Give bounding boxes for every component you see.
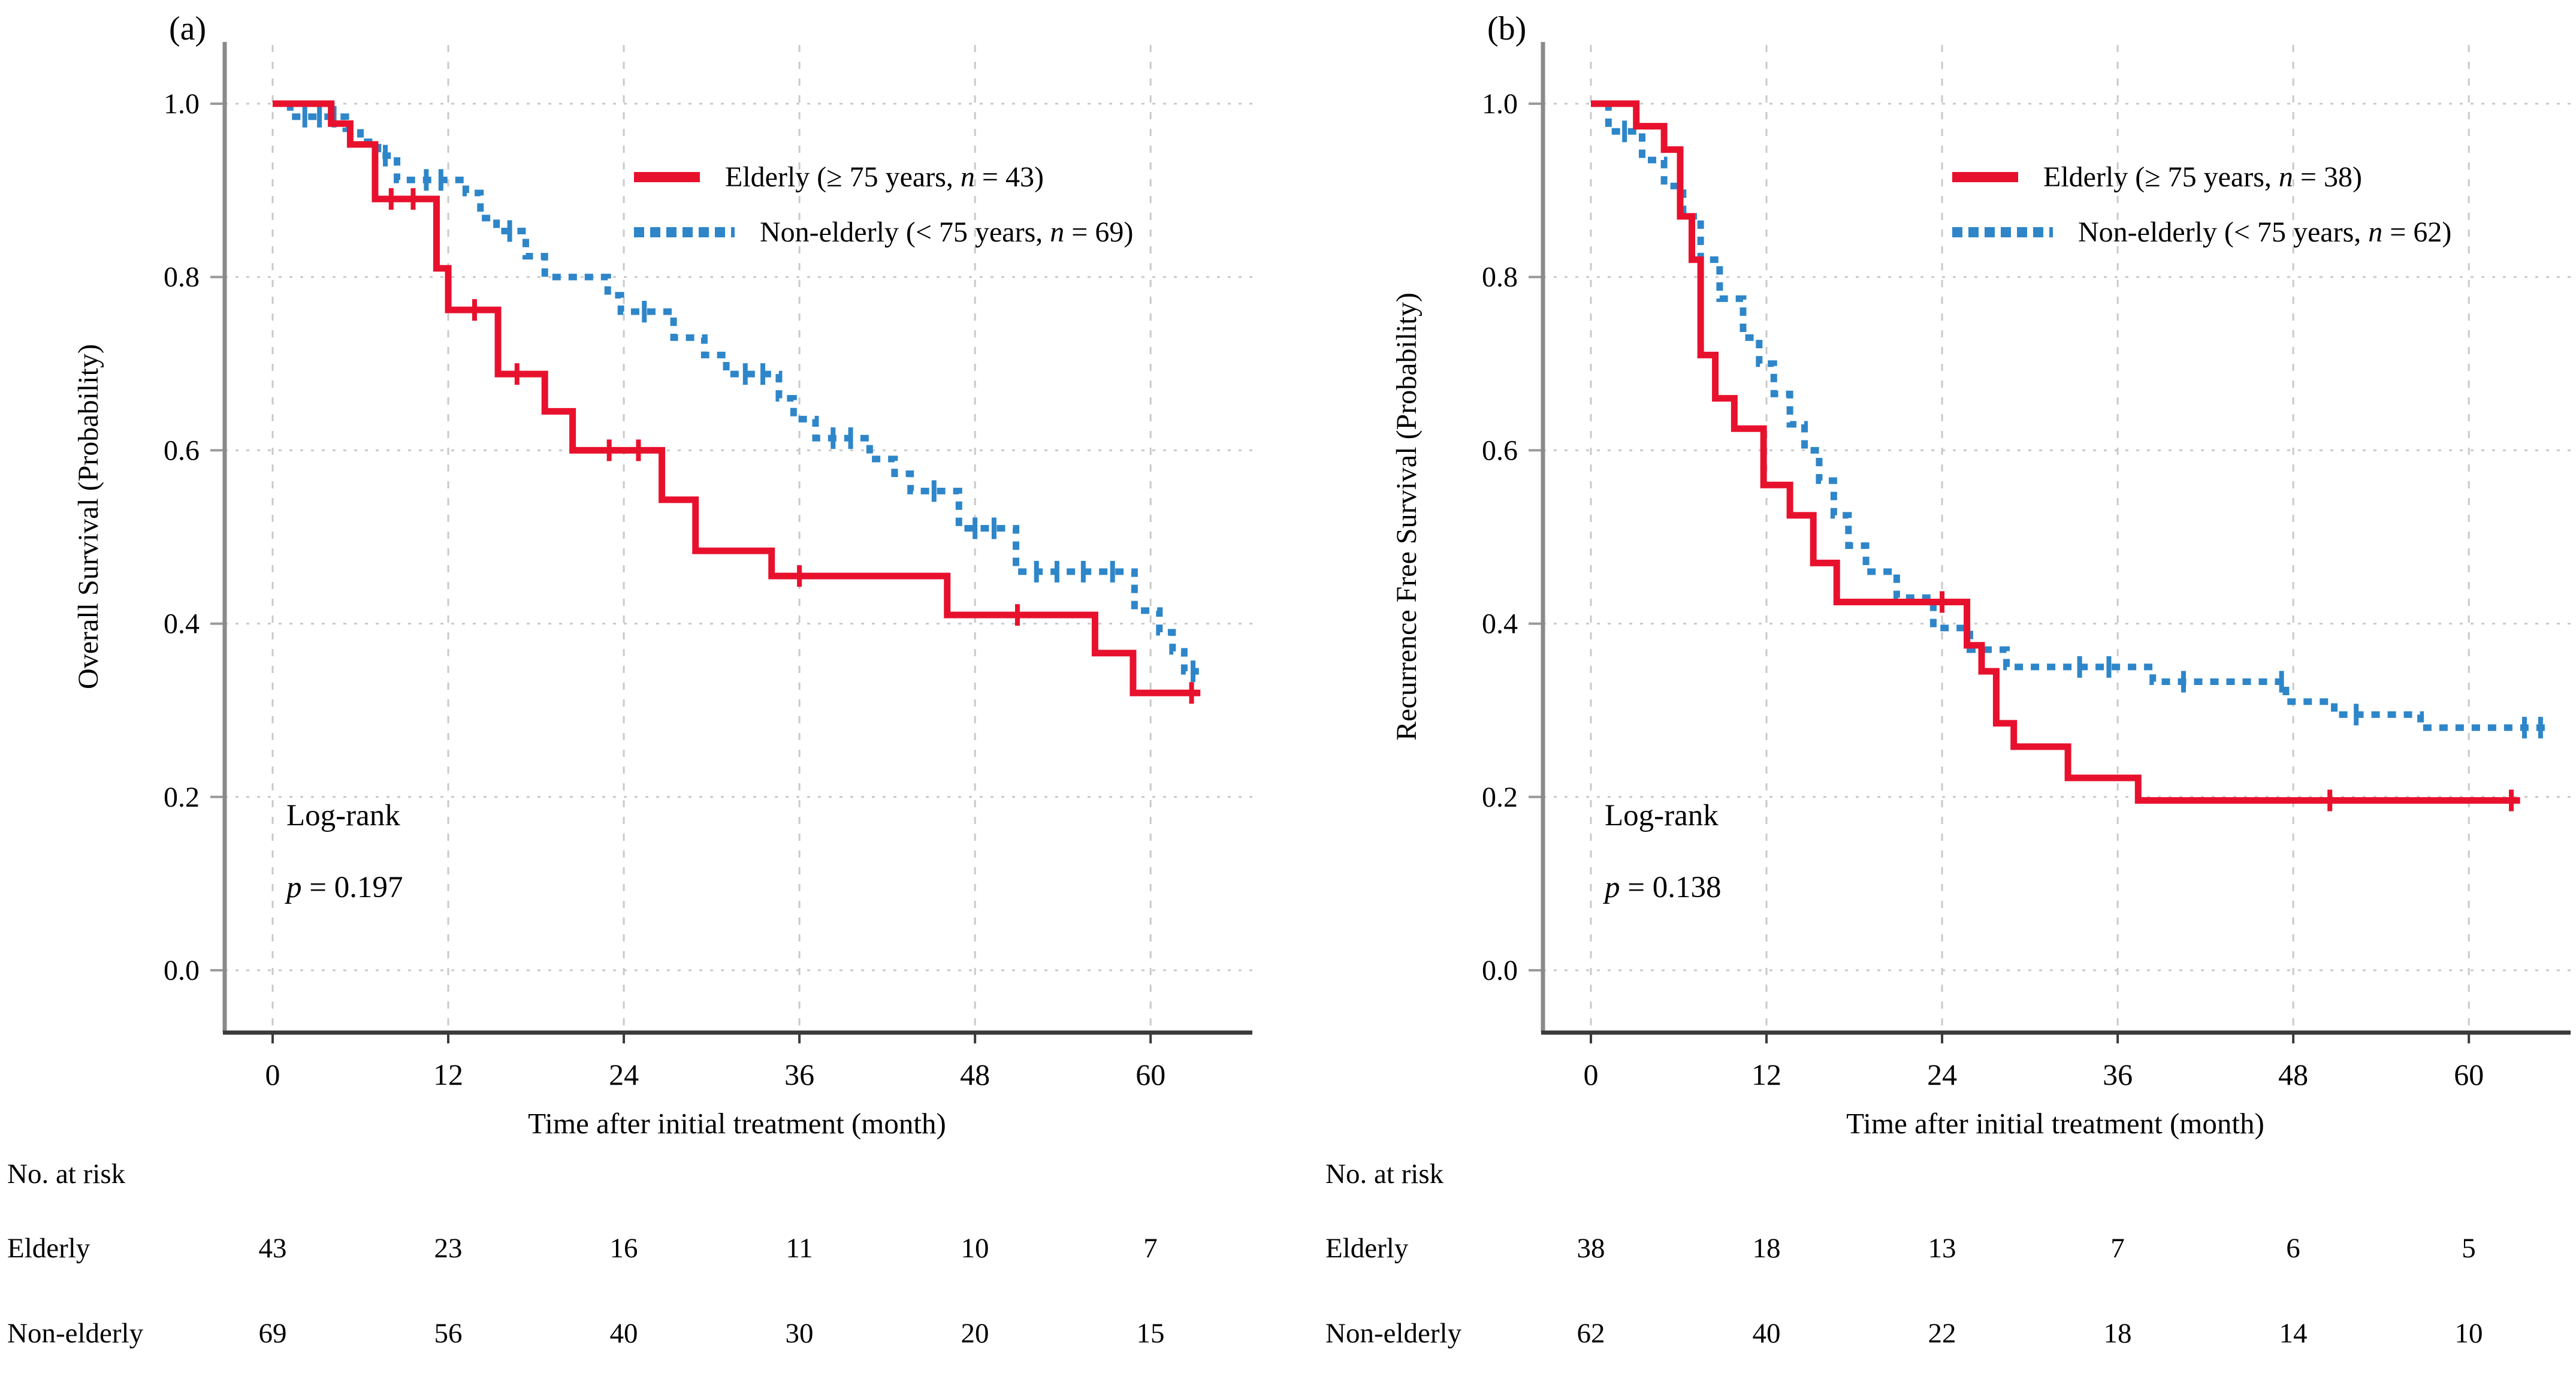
y-tick-label: 0.6 <box>1482 434 1518 466</box>
x-tick-label: 24 <box>1927 1058 1957 1091</box>
legend-label: Non-elderly (< 75 years, n = 69) <box>760 216 1134 248</box>
y-tick-label: 0.8 <box>164 261 200 293</box>
risk-value: 38 <box>1577 1233 1605 1264</box>
km-plot-overall-survival: 1.0 0.8 0.6 0.4 0.2 0.0 0 12 24 36 48 60 <box>164 42 1252 1091</box>
x-tick-label: 0 <box>265 1058 280 1091</box>
elderly-line-swatch <box>1952 172 2018 182</box>
legend-item-elderly: Elderly (≥ 75 years, n = 38) <box>1952 161 2451 216</box>
y-tick-label: 0.4 <box>164 608 200 640</box>
risk-value: 7 <box>1143 1233 1158 1264</box>
x-tick-label: 60 <box>2454 1058 2484 1091</box>
risk-value: 22 <box>1928 1318 1956 1349</box>
panel-b-tag: (b) <box>1487 10 1527 47</box>
elderly-line-swatch <box>634 172 700 182</box>
risk-value: 14 <box>2279 1318 2308 1349</box>
x-tick-label: 60 <box>1136 1058 1165 1091</box>
x-tick-label: 12 <box>1751 1058 1781 1091</box>
risk-value: 11 <box>786 1233 813 1264</box>
risk-value: 15 <box>1136 1318 1165 1349</box>
legend: Elderly (≥ 75 years, n = 43) Non-elderly… <box>634 161 1133 271</box>
logrank-pvalue: p = 0.197 <box>286 871 403 904</box>
risk-table-title: No. at risk <box>7 1158 126 1190</box>
risk-value: 7 <box>2110 1233 2125 1264</box>
logrank-label: Log-rank <box>1605 799 1719 832</box>
risk-value: 23 <box>434 1233 463 1264</box>
risk-row-label-non-elderly: Non-elderly <box>1325 1318 1462 1349</box>
x-tick-label: 36 <box>2103 1058 2133 1091</box>
y-axis-label: Overall Survival (Probability) <box>73 344 104 689</box>
risk-table-title: No. at risk <box>1325 1158 1444 1190</box>
risk-value: 62 <box>1577 1318 1605 1349</box>
y-tick-label: 1.0 <box>1482 88 1518 120</box>
y-tick-label: 0.2 <box>1482 781 1518 813</box>
legend-label: Elderly (≥ 75 years, n = 38) <box>2043 161 2362 193</box>
y-tick-label: 0.8 <box>1482 261 1518 293</box>
panel-a: (a) 1.0 0.8 0.6 0.4 0.2 0.0 0 12 24 36 48 60 Overal… <box>7 10 1252 1349</box>
km-curve-elderly <box>1591 100 2520 804</box>
risk-value: 20 <box>961 1318 989 1349</box>
legend-label: Elderly (≥ 75 years, n = 43) <box>725 161 1044 193</box>
non-elderly-line-swatch <box>634 227 735 237</box>
km-curve-elderly <box>273 100 1201 696</box>
legend: Elderly (≥ 75 years, n = 38) Non-elderly… <box>1952 161 2451 271</box>
legend-item-non-elderly: Non-elderly (< 75 years, n = 62) <box>1952 216 2451 271</box>
x-tick-label: 48 <box>2278 1058 2308 1091</box>
y-tick-label: 0.0 <box>164 955 200 986</box>
non-elderly-line-swatch <box>1952 227 2053 237</box>
risk-row-label-elderly: Elderly <box>1325 1233 1409 1264</box>
risk-value: 5 <box>2462 1233 2476 1264</box>
risk-value: 18 <box>2103 1318 2132 1349</box>
risk-value: 13 <box>1928 1233 1956 1264</box>
x-tick-label: 48 <box>960 1058 990 1091</box>
km-plot-recurrence-free-survival: 1.0 0.8 0.6 0.4 0.2 0.0 0 12 24 36 48 60 <box>1482 42 2571 1091</box>
risk-value: 40 <box>1752 1318 1781 1349</box>
panel-b: (b) 1.0 0.8 0.6 0.4 0.2 0.0 0 12 24 36 48 60 Recurr… <box>1318 0 2576 1373</box>
km-curve-non-elderly <box>273 100 1199 675</box>
risk-value: 6 <box>2286 1233 2300 1264</box>
logrank-pvalue: p = 0.138 <box>1605 871 1722 904</box>
x-tick-label: 12 <box>433 1058 463 1091</box>
legend-item-non-elderly: Non-elderly (< 75 years, n = 69) <box>634 216 1133 271</box>
y-tick-label: 0.4 <box>1482 608 1518 640</box>
risk-value: 40 <box>609 1318 638 1349</box>
panel-a-tag: (a) <box>169 10 207 47</box>
x-axis-label: Time after initial treatment (month) <box>1846 1107 2264 1140</box>
risk-row-label-non-elderly: Non-elderly <box>7 1318 144 1349</box>
risk-value: 10 <box>2454 1318 2483 1349</box>
x-axis-label: Time after initial treatment (month) <box>528 1107 946 1140</box>
x-tick-label: 24 <box>609 1058 639 1091</box>
risk-value: 16 <box>609 1233 638 1264</box>
risk-row-label-elderly: Elderly <box>7 1233 90 1264</box>
y-tick-label: 0.2 <box>164 781 200 813</box>
y-tick-label: 0.6 <box>164 434 200 466</box>
risk-value: 69 <box>258 1318 287 1349</box>
risk-value: 10 <box>961 1233 989 1264</box>
y-axis-label: Recurrence Free Survival (Probability) <box>1391 292 1423 741</box>
risk-value: 18 <box>1752 1233 1781 1264</box>
x-tick-label: 36 <box>784 1058 814 1091</box>
risk-value: 30 <box>785 1318 814 1349</box>
risk-value: 43 <box>258 1233 287 1264</box>
legend-item-elderly: Elderly (≥ 75 years, n = 43) <box>634 161 1133 216</box>
risk-value: 56 <box>434 1318 463 1349</box>
legend-label: Non-elderly (< 75 years, n = 62) <box>2078 216 2452 248</box>
x-tick-label: 0 <box>1584 1058 1599 1091</box>
y-tick-label: 1.0 <box>164 88 200 120</box>
y-tick-label: 0.0 <box>1482 955 1518 986</box>
logrank-label: Log-rank <box>286 799 400 832</box>
